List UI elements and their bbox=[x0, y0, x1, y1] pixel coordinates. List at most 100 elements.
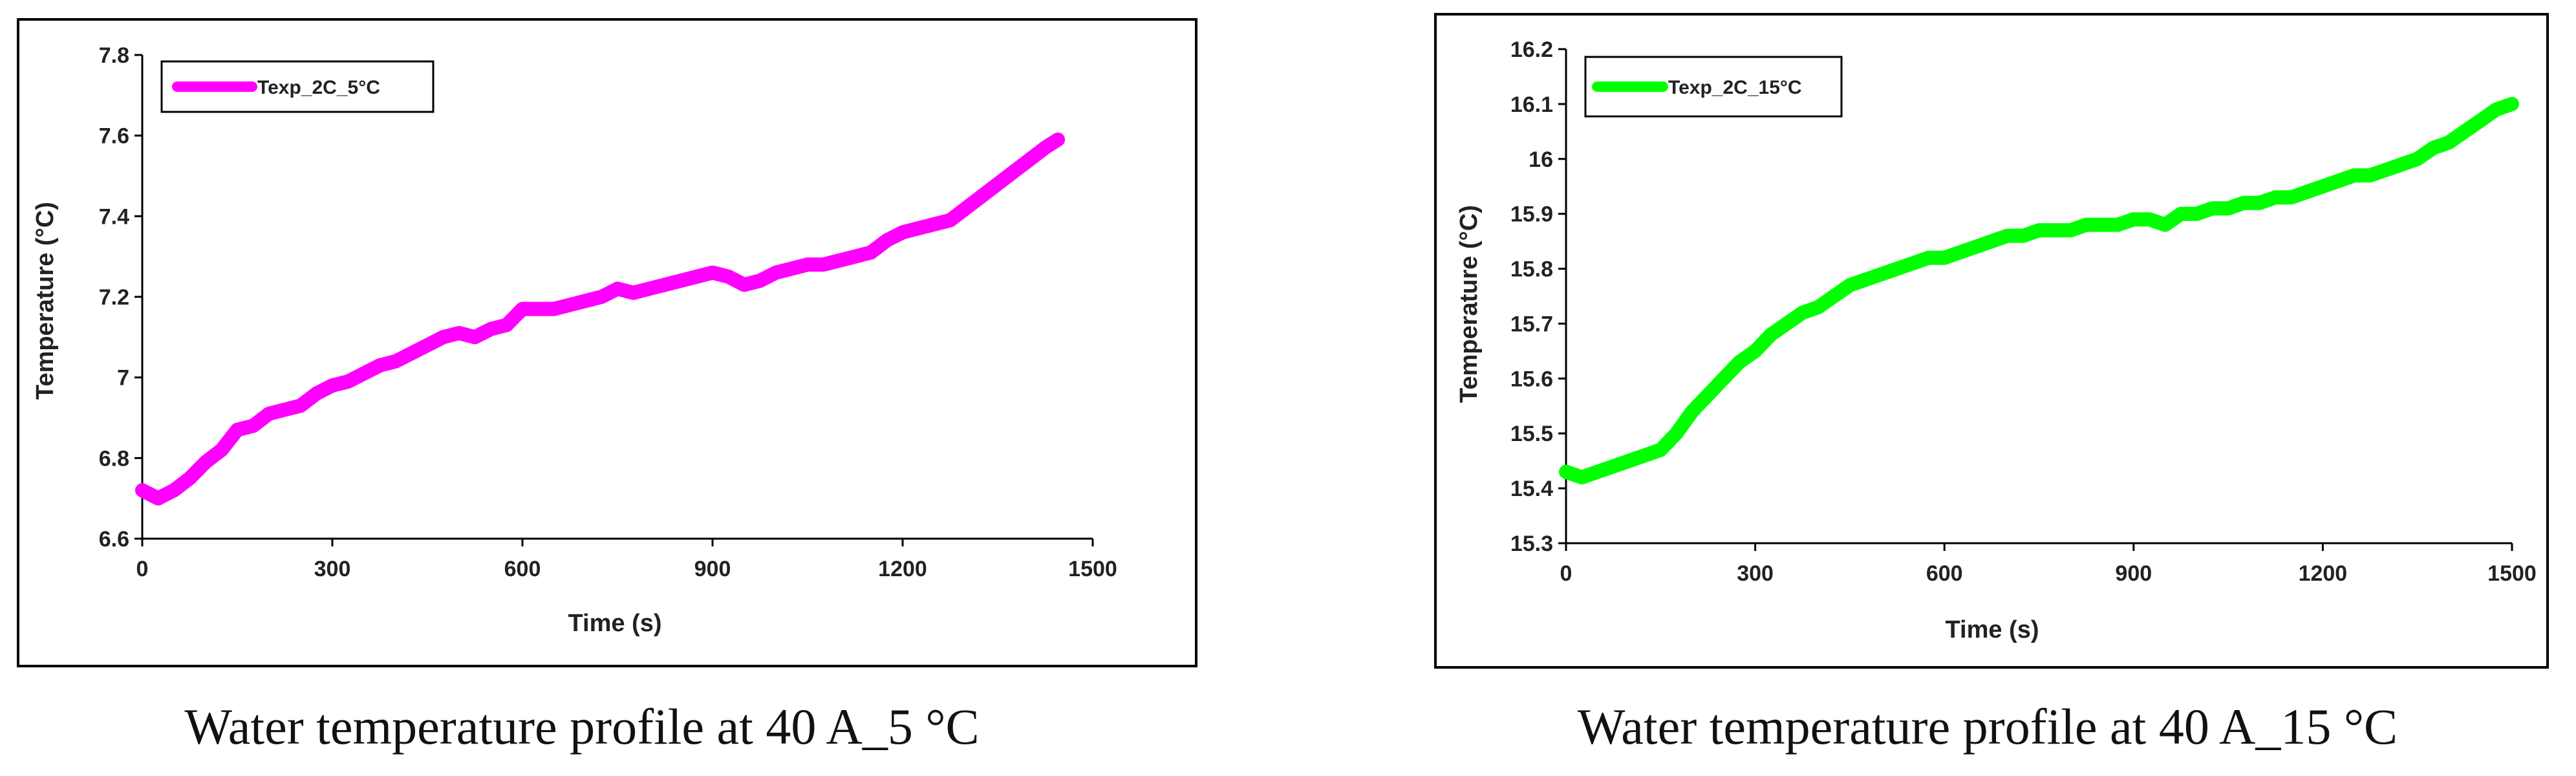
data-point bbox=[627, 286, 639, 299]
data-point bbox=[691, 270, 703, 283]
data-point bbox=[437, 331, 449, 343]
data-point bbox=[1039, 142, 1051, 154]
y-tick-label: 6.8 bbox=[99, 446, 129, 471]
data-point bbox=[1733, 356, 1746, 368]
x-tick-label: 1200 bbox=[2299, 561, 2348, 586]
data-point bbox=[1655, 444, 1667, 456]
data-point bbox=[1623, 455, 1635, 467]
data-point bbox=[770, 266, 782, 279]
data-point bbox=[1702, 389, 1714, 401]
data-point bbox=[2348, 169, 2361, 182]
x-tick-label: 0 bbox=[1560, 561, 1572, 586]
data-point bbox=[532, 303, 544, 315]
chart-frame bbox=[17, 18, 1197, 667]
y-tick-label: 7.6 bbox=[99, 124, 129, 149]
data-point bbox=[643, 283, 655, 295]
data-point bbox=[2222, 202, 2235, 215]
x-tick-label: 600 bbox=[1926, 561, 1963, 586]
data-point bbox=[517, 303, 528, 315]
data-point bbox=[2206, 202, 2218, 215]
data-point bbox=[2270, 191, 2282, 204]
data-point bbox=[2317, 180, 2329, 193]
data-point bbox=[200, 456, 211, 468]
data-point bbox=[405, 347, 418, 360]
y-tick-label: 7.4 bbox=[99, 204, 129, 229]
data-point bbox=[327, 380, 338, 392]
data-point bbox=[2490, 103, 2502, 116]
data-point bbox=[1954, 246, 1966, 259]
data-point bbox=[1843, 279, 1856, 291]
data-point bbox=[738, 279, 750, 291]
chart-5c: 6.6 6.8 7 7.2 7.4 7.6 7.8 0 300 600 900 1200 1500 Te… bbox=[17, 18, 1197, 755]
data-point bbox=[1860, 274, 1872, 286]
y-tick-label: 15.6 bbox=[1510, 367, 1553, 391]
data-point bbox=[136, 484, 148, 497]
data-point bbox=[2411, 153, 2423, 165]
legend-label: Texp_2C_15°C bbox=[1668, 77, 1802, 98]
data-point bbox=[944, 214, 956, 226]
data-point bbox=[342, 375, 354, 387]
data-point bbox=[1891, 263, 1903, 275]
data-point bbox=[295, 400, 306, 412]
data-point bbox=[897, 226, 908, 239]
data-point bbox=[928, 218, 940, 230]
y-tick-label: 15.9 bbox=[1510, 202, 1553, 227]
data-point bbox=[2065, 224, 2077, 237]
data-point bbox=[1560, 466, 1572, 478]
chart-frame bbox=[1434, 13, 2549, 669]
data-point bbox=[390, 355, 402, 367]
data-point bbox=[1576, 471, 1588, 484]
data-point bbox=[231, 424, 243, 436]
data-point bbox=[279, 404, 291, 416]
y-tick-label: 15.8 bbox=[1510, 257, 1553, 282]
x-tick-label: 900 bbox=[2115, 561, 2152, 586]
y-tick-label: 15.3 bbox=[1510, 532, 1553, 556]
y-tick-label: 16.2 bbox=[1510, 38, 1553, 62]
data-point bbox=[675, 275, 687, 287]
data-point bbox=[1922, 252, 1935, 264]
data-point bbox=[2048, 224, 2061, 237]
data-point bbox=[1749, 345, 1761, 357]
data-point bbox=[2080, 219, 2092, 231]
data-point bbox=[659, 279, 671, 291]
data-point bbox=[2458, 125, 2471, 138]
data-point bbox=[1796, 307, 1809, 319]
x-tick-label: 600 bbox=[504, 557, 541, 581]
x-tick-label: 0 bbox=[136, 557, 149, 581]
data-point bbox=[2379, 164, 2392, 176]
data-point bbox=[2427, 142, 2440, 154]
data-point bbox=[754, 275, 766, 287]
data-point bbox=[833, 254, 845, 266]
x-axis-title: Time (s) bbox=[1945, 616, 2039, 643]
data-point bbox=[1607, 460, 1620, 473]
data-point bbox=[500, 319, 513, 331]
data-point bbox=[2001, 230, 2013, 242]
data-point bbox=[1024, 154, 1035, 166]
data-point bbox=[374, 360, 386, 371]
data-point bbox=[2159, 219, 2171, 231]
y-tick-label: 7.2 bbox=[99, 285, 129, 310]
data-point bbox=[263, 407, 275, 420]
data-point bbox=[247, 420, 259, 432]
data-point bbox=[152, 492, 164, 504]
data-point bbox=[2474, 114, 2487, 127]
data-point bbox=[1591, 466, 1604, 478]
data-point bbox=[1828, 290, 1840, 302]
x-tick-label: 1500 bbox=[2487, 561, 2537, 586]
data-point bbox=[358, 367, 370, 380]
data-point bbox=[2191, 208, 2203, 220]
data-point bbox=[2127, 213, 2140, 226]
data-point bbox=[2506, 98, 2518, 110]
data-point bbox=[1907, 257, 1919, 270]
data-point bbox=[1812, 301, 1825, 313]
data-point bbox=[849, 250, 861, 263]
data-point bbox=[1875, 268, 1887, 280]
data-point bbox=[1638, 449, 1651, 462]
data-point bbox=[817, 259, 830, 271]
data-point bbox=[992, 178, 1004, 190]
data-point bbox=[1670, 427, 1682, 440]
data-point bbox=[453, 327, 465, 339]
data-point bbox=[612, 283, 623, 295]
data-point bbox=[1938, 252, 1951, 264]
data-point bbox=[881, 234, 893, 246]
